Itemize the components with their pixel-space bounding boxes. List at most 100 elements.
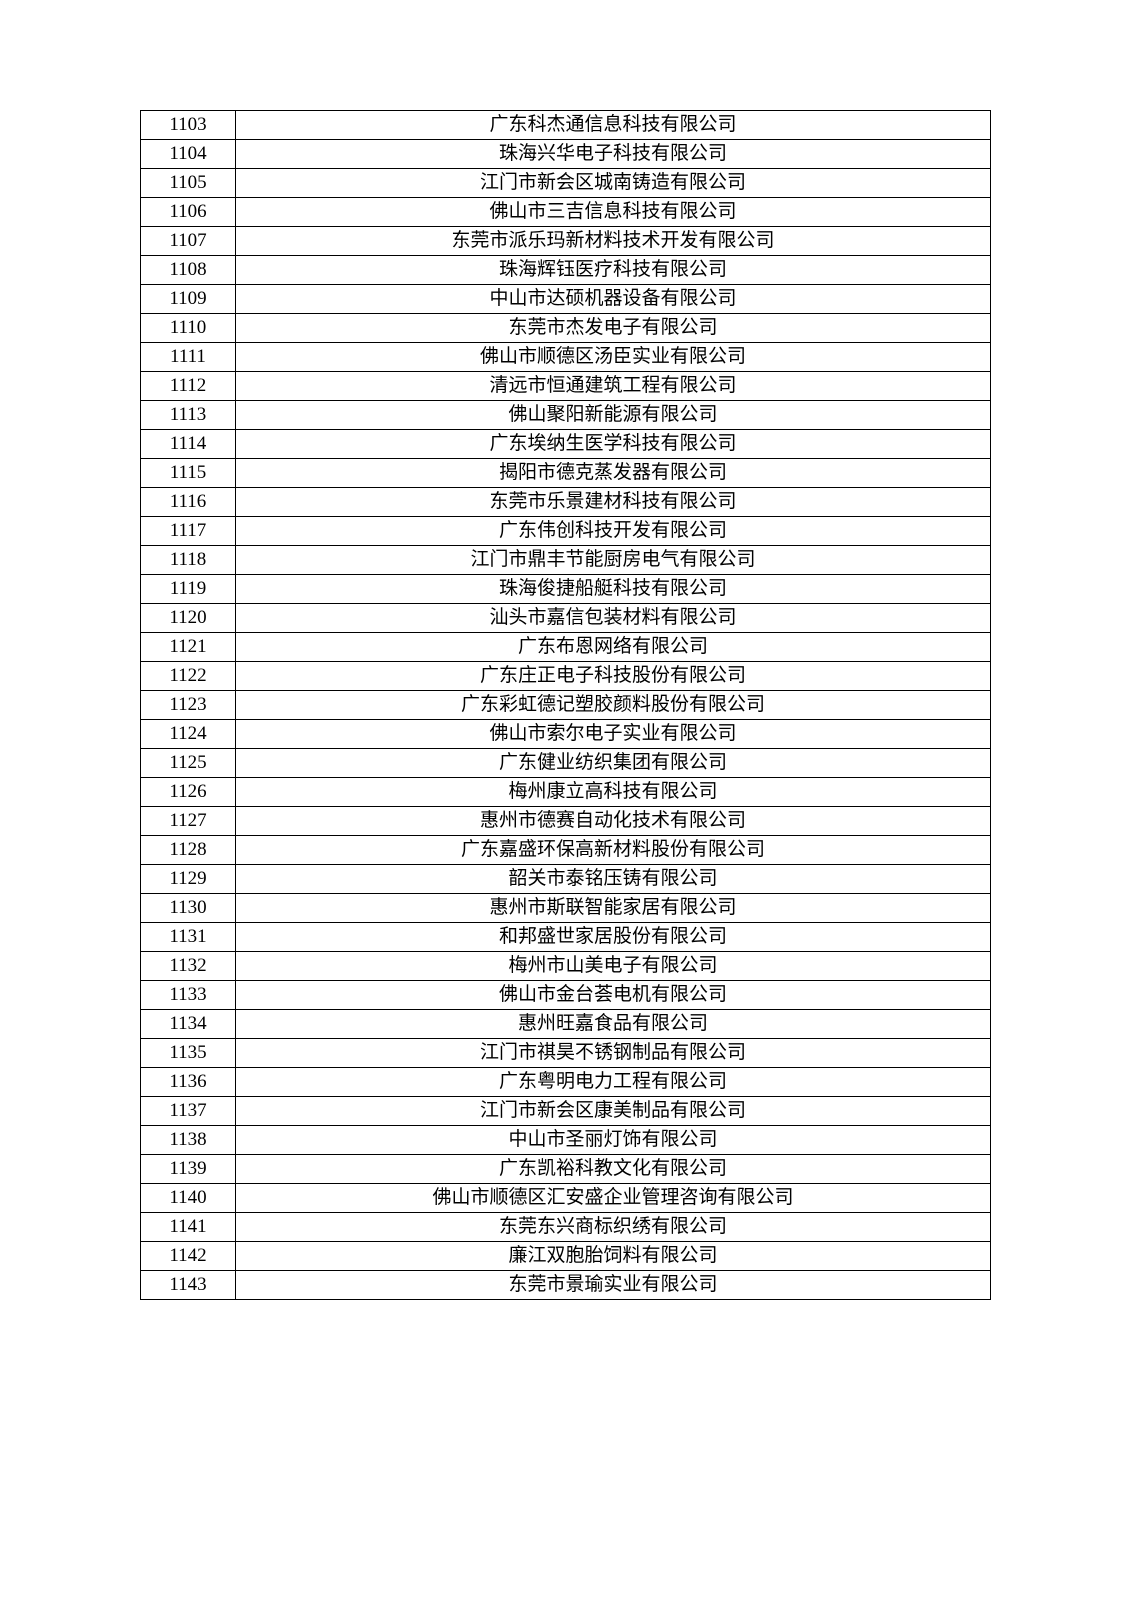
company-name: 广东埃纳生医学科技有限公司: [236, 430, 991, 459]
company-name: 广东庄正电子科技股份有限公司: [236, 662, 991, 691]
row-number: 1119: [141, 575, 236, 604]
table-row: 1121广东布恩网络有限公司: [141, 633, 991, 662]
row-number: 1127: [141, 807, 236, 836]
table-row: 1105江门市新会区城南铸造有限公司: [141, 169, 991, 198]
company-name: 揭阳市德克蒸发器有限公司: [236, 459, 991, 488]
row-number: 1103: [141, 111, 236, 140]
company-name: 韶关市泰铭压铸有限公司: [236, 865, 991, 894]
table-row: 1143东莞市景瑜实业有限公司: [141, 1271, 991, 1300]
row-number: 1128: [141, 836, 236, 865]
company-name: 江门市祺昊不锈钢制品有限公司: [236, 1039, 991, 1068]
company-name: 珠海俊捷船艇科技有限公司: [236, 575, 991, 604]
company-name: 梅州市山美电子有限公司: [236, 952, 991, 981]
row-number: 1130: [141, 894, 236, 923]
table-row: 1119珠海俊捷船艇科技有限公司: [141, 575, 991, 604]
company-name: 江门市新会区康美制品有限公司: [236, 1097, 991, 1126]
company-name: 中山市圣丽灯饰有限公司: [236, 1126, 991, 1155]
row-number: 1131: [141, 923, 236, 952]
company-name: 东莞市乐景建材科技有限公司: [236, 488, 991, 517]
table-row: 1134惠州旺嘉食品有限公司: [141, 1010, 991, 1039]
company-name: 佛山聚阳新能源有限公司: [236, 401, 991, 430]
row-number: 1134: [141, 1010, 236, 1039]
table-row: 1138中山市圣丽灯饰有限公司: [141, 1126, 991, 1155]
row-number: 1132: [141, 952, 236, 981]
table-row: 1127惠州市德赛自动化技术有限公司: [141, 807, 991, 836]
table-row: 1104珠海兴华电子科技有限公司: [141, 140, 991, 169]
company-name: 广东嘉盛环保高新材料股份有限公司: [236, 836, 991, 865]
company-name: 汕头市嘉信包装材料有限公司: [236, 604, 991, 633]
company-name: 惠州市斯联智能家居有限公司: [236, 894, 991, 923]
row-number: 1107: [141, 227, 236, 256]
row-number: 1120: [141, 604, 236, 633]
table-row: 1111佛山市顺德区汤臣实业有限公司: [141, 343, 991, 372]
row-number: 1137: [141, 1097, 236, 1126]
table-row: 1110东莞市杰发电子有限公司: [141, 314, 991, 343]
table-row: 1107东莞市派乐玛新材料技术开发有限公司: [141, 227, 991, 256]
table-row: 1131和邦盛世家居股份有限公司: [141, 923, 991, 952]
table-row: 1114广东埃纳生医学科技有限公司: [141, 430, 991, 459]
row-number: 1142: [141, 1242, 236, 1271]
company-name: 惠州市德赛自动化技术有限公司: [236, 807, 991, 836]
table-row: 1112清远市恒通建筑工程有限公司: [141, 372, 991, 401]
company-name: 佛山市顺德区汇安盛企业管理咨询有限公司: [236, 1184, 991, 1213]
company-name: 江门市鼎丰节能厨房电气有限公司: [236, 546, 991, 575]
table-row: 1142廉江双胞胎饲料有限公司: [141, 1242, 991, 1271]
table-body: 1103广东科杰通信息科技有限公司1104珠海兴华电子科技有限公司1105江门市…: [141, 111, 991, 1300]
company-name: 江门市新会区城南铸造有限公司: [236, 169, 991, 198]
row-number: 1118: [141, 546, 236, 575]
table-row: 1137江门市新会区康美制品有限公司: [141, 1097, 991, 1126]
row-number: 1133: [141, 981, 236, 1010]
row-number: 1125: [141, 749, 236, 778]
table-row: 1130惠州市斯联智能家居有限公司: [141, 894, 991, 923]
company-name: 佛山市三吉信息科技有限公司: [236, 198, 991, 227]
table-row: 1133佛山市金台荟电机有限公司: [141, 981, 991, 1010]
company-name: 珠海兴华电子科技有限公司: [236, 140, 991, 169]
table-row: 1124佛山市索尔电子实业有限公司: [141, 720, 991, 749]
row-number: 1108: [141, 256, 236, 285]
table-row: 1108珠海辉钰医疗科技有限公司: [141, 256, 991, 285]
row-number: 1124: [141, 720, 236, 749]
row-number: 1121: [141, 633, 236, 662]
table-row: 1117广东伟创科技开发有限公司: [141, 517, 991, 546]
table-row: 1120汕头市嘉信包装材料有限公司: [141, 604, 991, 633]
table-row: 1123广东彩虹德记塑胶颜料股份有限公司: [141, 691, 991, 720]
row-number: 1116: [141, 488, 236, 517]
row-number: 1135: [141, 1039, 236, 1068]
table-row: 1129韶关市泰铭压铸有限公司: [141, 865, 991, 894]
company-name: 廉江双胞胎饲料有限公司: [236, 1242, 991, 1271]
row-number: 1114: [141, 430, 236, 459]
row-number: 1129: [141, 865, 236, 894]
row-number: 1143: [141, 1271, 236, 1300]
company-name: 广东健业纺织集团有限公司: [236, 749, 991, 778]
row-number: 1136: [141, 1068, 236, 1097]
table-row: 1141东莞东兴商标织绣有限公司: [141, 1213, 991, 1242]
table-row: 1132梅州市山美电子有限公司: [141, 952, 991, 981]
table-row: 1126梅州康立高科技有限公司: [141, 778, 991, 807]
company-name: 东莞东兴商标织绣有限公司: [236, 1213, 991, 1242]
row-number: 1104: [141, 140, 236, 169]
company-name: 中山市达硕机器设备有限公司: [236, 285, 991, 314]
table-row: 1118江门市鼎丰节能厨房电气有限公司: [141, 546, 991, 575]
company-name: 清远市恒通建筑工程有限公司: [236, 372, 991, 401]
table-row: 1136广东粤明电力工程有限公司: [141, 1068, 991, 1097]
row-number: 1126: [141, 778, 236, 807]
company-name: 佛山市索尔电子实业有限公司: [236, 720, 991, 749]
row-number: 1112: [141, 372, 236, 401]
table-row: 1122广东庄正电子科技股份有限公司: [141, 662, 991, 691]
row-number: 1117: [141, 517, 236, 546]
row-number: 1115: [141, 459, 236, 488]
table-row: 1135江门市祺昊不锈钢制品有限公司: [141, 1039, 991, 1068]
company-name: 佛山市金台荟电机有限公司: [236, 981, 991, 1010]
table-row: 1115揭阳市德克蒸发器有限公司: [141, 459, 991, 488]
row-number: 1141: [141, 1213, 236, 1242]
row-number: 1113: [141, 401, 236, 430]
company-name: 东莞市杰发电子有限公司: [236, 314, 991, 343]
table-row: 1103广东科杰通信息科技有限公司: [141, 111, 991, 140]
company-table: 1103广东科杰通信息科技有限公司1104珠海兴华电子科技有限公司1105江门市…: [140, 110, 991, 1300]
company-name: 广东粤明电力工程有限公司: [236, 1068, 991, 1097]
company-name: 和邦盛世家居股份有限公司: [236, 923, 991, 952]
row-number: 1123: [141, 691, 236, 720]
company-name: 广东布恩网络有限公司: [236, 633, 991, 662]
row-number: 1111: [141, 343, 236, 372]
table-row: 1113佛山聚阳新能源有限公司: [141, 401, 991, 430]
